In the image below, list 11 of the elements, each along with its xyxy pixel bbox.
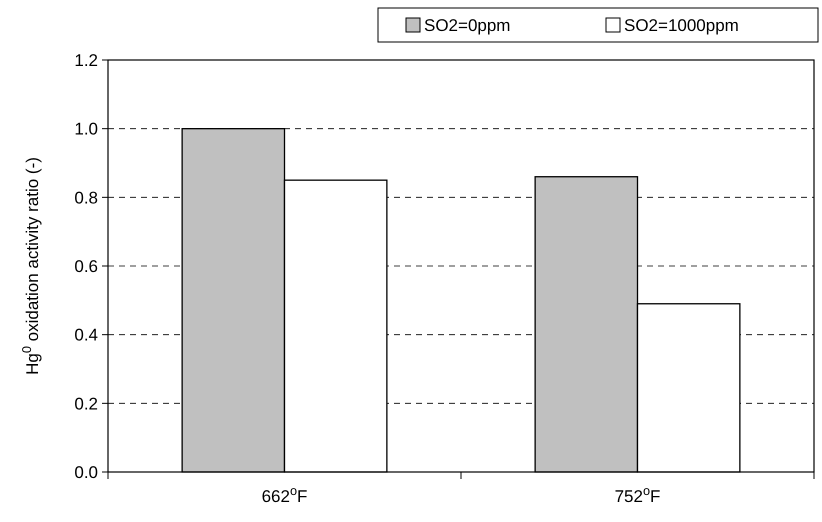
y-tick-label: 0.2 (74, 394, 98, 414)
x-tick-label: 752$^{o}$F (614, 482, 660, 506)
y-tick-label: 0.4 (74, 326, 98, 345)
y-tick-label: 1.2 (74, 50, 98, 70)
y-tick-label: 0.0 (74, 462, 98, 482)
y-tick-label: 1.0 (74, 120, 98, 139)
legend-label: SO2=0ppm (424, 16, 510, 35)
y-tick-label: 0.8 (74, 188, 98, 208)
y-tick-label: 0.6 (74, 256, 98, 276)
x-tick-label: 662$^{o}$F (262, 482, 308, 506)
legend-label: SO2=1000ppm (624, 16, 739, 35)
